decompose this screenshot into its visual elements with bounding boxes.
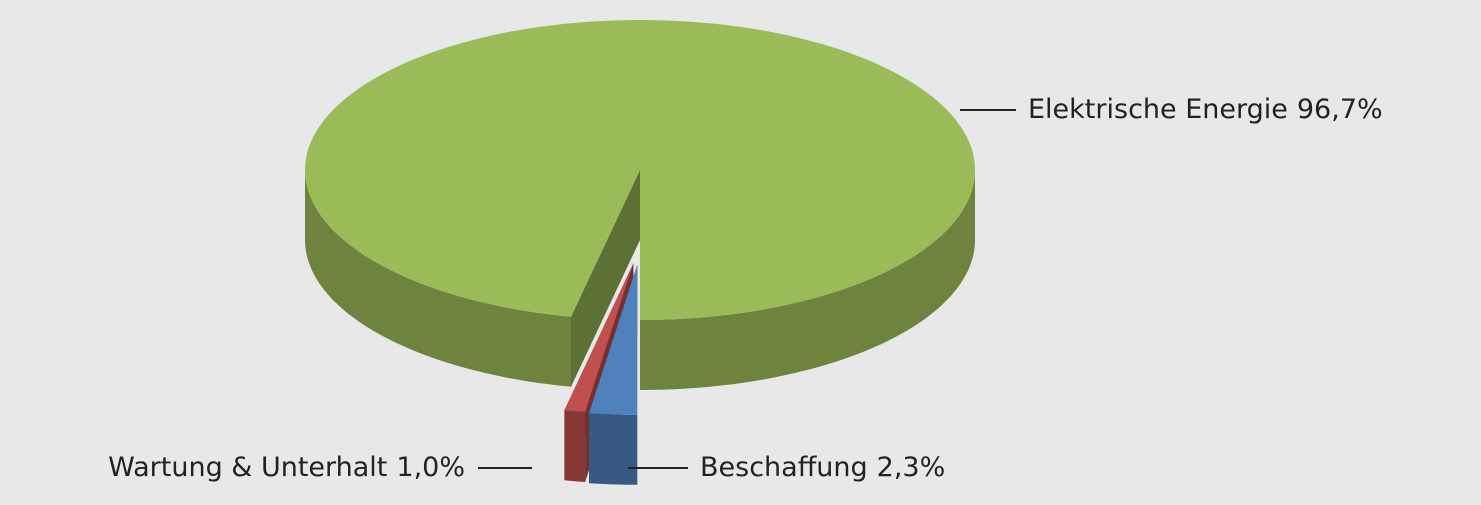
value-label: 96,7% [1297,94,1383,125]
category-label: Wartung & Unterhalt [108,452,387,483]
category-label: Beschaffung [700,452,868,483]
category-label: Elektrische Energie [1028,94,1288,125]
value-label: 2,3% [877,452,946,483]
value-label: 1,0% [396,452,465,483]
slice [564,263,634,412]
slice-label: Wartung & Unterhalt 1,0% [108,452,465,483]
slice-side [589,413,638,485]
slice-side [305,170,571,387]
slice-side [571,170,640,387]
slice [305,20,975,320]
slice-label: Elektrische Energie 96,7% [1028,94,1383,125]
slice-label: Beschaffung 2,3% [700,452,945,483]
slice-side [564,410,586,482]
slice [589,264,638,415]
slice-side [640,170,975,390]
